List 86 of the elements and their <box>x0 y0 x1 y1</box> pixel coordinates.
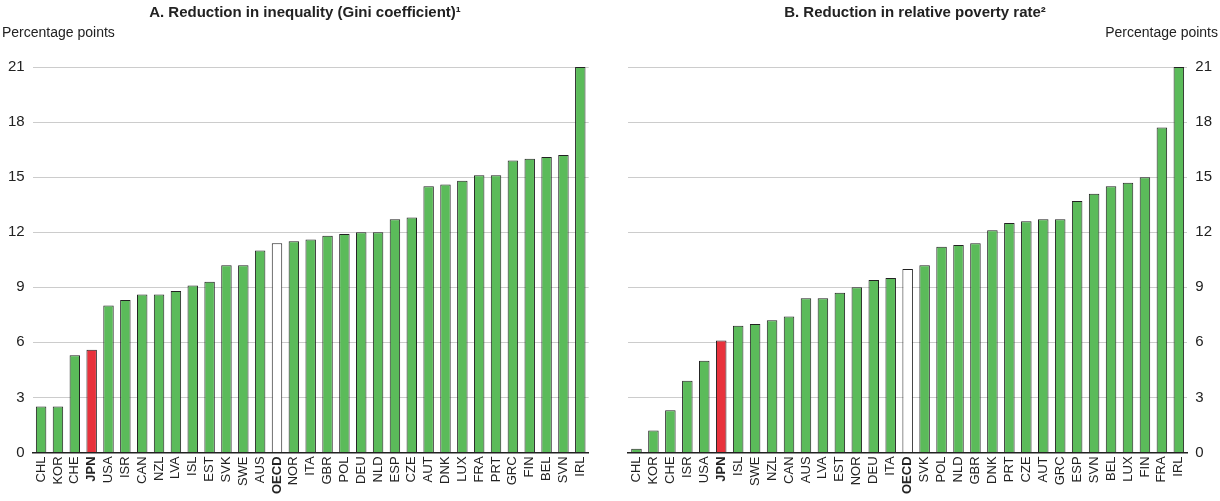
x-tick-label: ISL <box>729 456 745 476</box>
y-tick-label: 21 <box>8 57 25 75</box>
x-tick-label: NLD <box>369 456 385 483</box>
x-tick-label: SWE <box>234 456 250 487</box>
x-tick-label: SVN <box>1085 456 1101 484</box>
x-tick-label: KOR <box>49 456 65 485</box>
y-tick-label: 21 <box>1195 57 1212 75</box>
x-tick-label: ITA <box>302 456 318 476</box>
y-tick-label: 15 <box>1195 167 1212 185</box>
x-tick-label: IRL <box>1170 456 1186 477</box>
x-tick-label: JPN <box>712 456 728 482</box>
x-tick-label: CZE <box>1017 456 1033 483</box>
chart-title: A. Reduction in inequality (Gini coefficient)¹ <box>148 3 462 20</box>
x-tick-label: NZL <box>763 456 779 481</box>
x-tick-label: SVK <box>218 456 234 483</box>
x-tick-label: SVN <box>555 456 571 484</box>
x-tick-label: GBR <box>967 456 983 485</box>
x-tick-label: LUX <box>453 456 469 482</box>
x-tick-label: POL <box>933 456 949 483</box>
x-tick-label: PRT <box>1000 456 1016 483</box>
y-tick-label: 18 <box>1195 112 1212 130</box>
x-tick-label: GBR <box>319 456 335 485</box>
x-tick-label: BEL <box>538 456 554 482</box>
x-tick-label: SWE <box>746 456 762 487</box>
x-tick-label: ITA <box>882 456 898 476</box>
x-tick-label: POL <box>335 456 351 483</box>
y-axis-title: Percentage points <box>2 24 115 40</box>
y-tick-label: 9 <box>1195 277 1204 295</box>
y-tick-label: 0 <box>16 442 25 460</box>
x-tick-label: JPN <box>83 456 99 482</box>
x-tick-label: ISL <box>184 456 200 476</box>
x-tick-label: OECD <box>899 456 915 494</box>
y-tick-label: 6 <box>16 332 25 350</box>
x-tick-label: AUS <box>797 456 813 484</box>
y-tick-label: 3 <box>1195 387 1204 405</box>
x-tick-label: FIN <box>1136 456 1152 478</box>
y-tick-label: 12 <box>1195 222 1212 240</box>
x-tick-label: AUS <box>251 456 267 484</box>
x-tick-label: FRA <box>470 456 486 483</box>
x-tick-label: LUX <box>1119 456 1135 482</box>
x-tick-label: CAN <box>133 456 149 484</box>
y-tick-label: 6 <box>1195 332 1204 350</box>
y-tick-label: 18 <box>8 112 25 130</box>
x-tick-label: NOR <box>285 456 301 486</box>
x-tick-label: LVA <box>814 456 830 480</box>
x-tick-label: AUT <box>420 456 436 483</box>
y-axis-title: Percentage points <box>1105 24 1218 40</box>
y-tick-label: 3 <box>16 387 25 405</box>
y-tick-label: 15 <box>8 167 25 185</box>
x-tick-label: NZL <box>150 456 166 481</box>
x-tick-label: USA <box>695 456 711 484</box>
x-tick-label: ESP <box>1068 456 1084 483</box>
x-tick-label: NOR <box>848 456 864 486</box>
x-tick-label: DNK <box>983 456 999 484</box>
x-tick-label: EST <box>201 456 217 482</box>
x-tick-label: CHL <box>628 456 644 483</box>
x-tick-label: GRC <box>1051 456 1067 486</box>
x-tick-label: NLD <box>950 456 966 483</box>
x-tick-label: SVK <box>916 456 932 483</box>
y-tick-label: 9 <box>16 277 25 295</box>
x-tick-label: FRA <box>1153 456 1169 483</box>
x-tick-label: GRC <box>504 456 520 486</box>
x-tick-label: IRL <box>571 456 587 477</box>
x-tick-label: CHE <box>66 456 82 484</box>
x-tick-label: KOR <box>645 456 660 485</box>
x-tick-label: CAN <box>780 456 796 484</box>
chart-title: B. Reduction in relative poverty rate² <box>783 3 1047 20</box>
x-tick-label: ESP <box>386 456 402 483</box>
y-tick-label: 0 <box>1195 442 1204 460</box>
x-tick-label: DEU <box>865 456 881 484</box>
x-tick-label: CHE <box>661 456 677 484</box>
x-tick-label: AUT <box>1034 456 1050 483</box>
x-tick-label: PRT <box>487 456 503 483</box>
x-tick-label: DEU <box>352 456 368 484</box>
x-tick-label: USA <box>100 456 116 484</box>
x-tick-label: EST <box>831 456 847 482</box>
x-tick-label: OECD <box>268 456 284 494</box>
x-tick-label: CZE <box>403 456 419 483</box>
x-tick-label: LVA <box>167 456 183 480</box>
x-tick-label: BEL <box>1102 456 1118 482</box>
y-tick-label: 12 <box>8 222 25 240</box>
x-tick-label: ISR <box>116 456 132 479</box>
x-tick-label: FIN <box>521 456 537 478</box>
x-tick-label: CHL <box>32 456 48 483</box>
x-tick-label: DNK <box>437 456 453 484</box>
x-tick-label: ISR <box>678 456 694 479</box>
